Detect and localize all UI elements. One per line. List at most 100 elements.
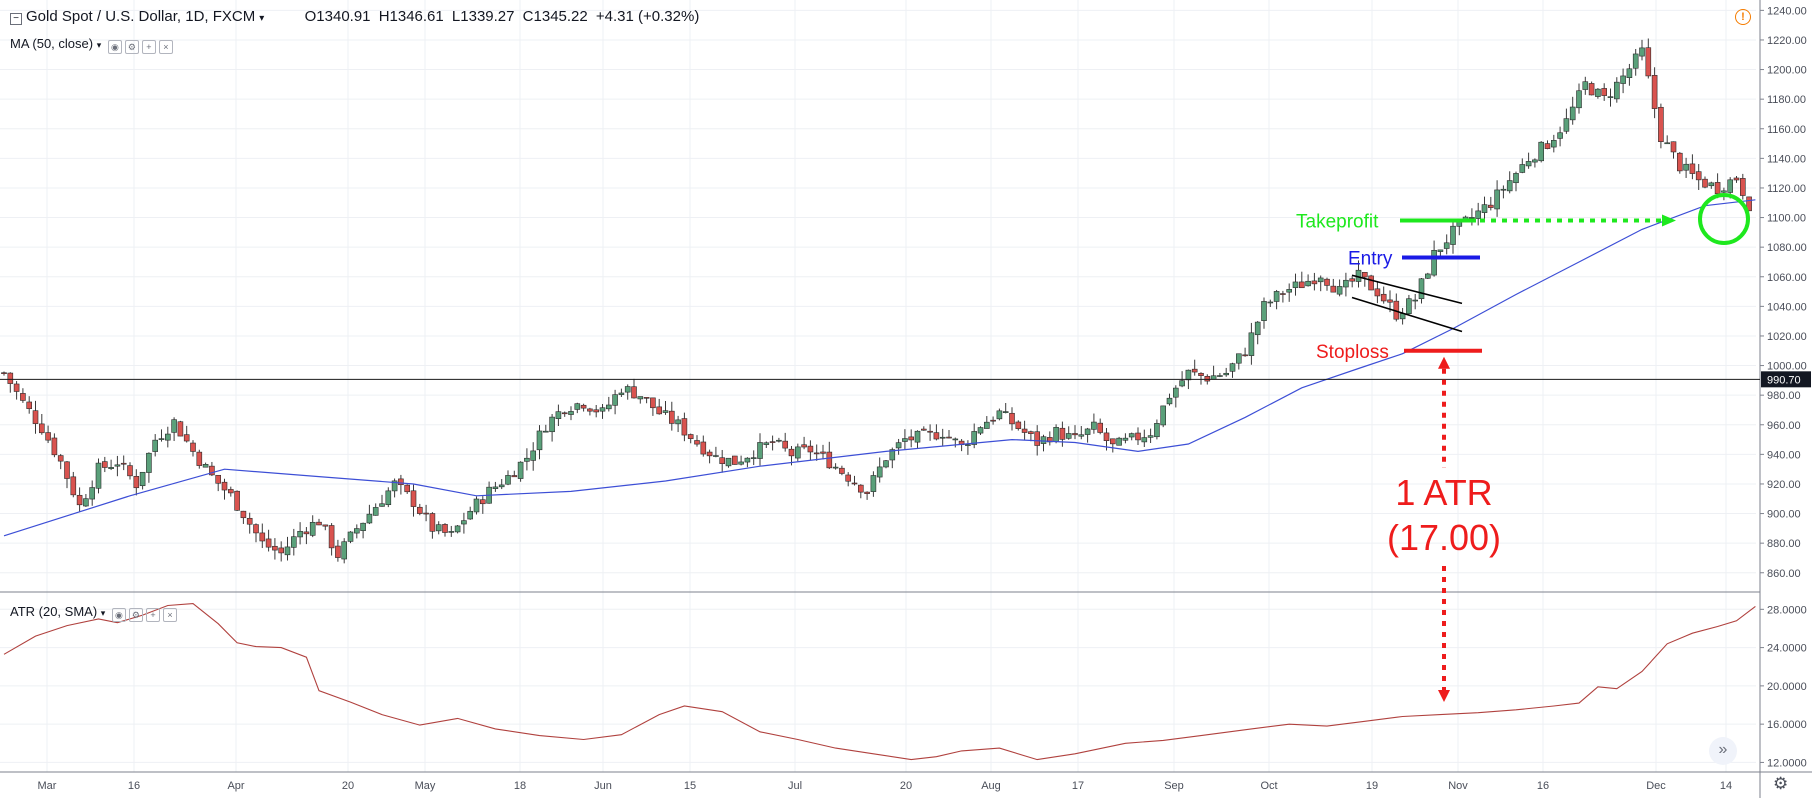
atr-indicator-title[interactable]: ATR (20, SMA) ▾ ◉ ⚙ + × xyxy=(10,604,177,622)
time-tick-label: Dec xyxy=(1646,780,1666,792)
channel-lower-line[interactable] xyxy=(1351,296,1463,333)
candle-body xyxy=(20,393,26,401)
scroll-to-realtime-icon[interactable]: » xyxy=(1709,737,1737,765)
time-tick-label: 19 xyxy=(1366,780,1378,792)
warning-icon[interactable]: ! xyxy=(1735,9,1751,25)
candle-body xyxy=(637,396,644,400)
candle-body xyxy=(788,448,795,457)
candle-body xyxy=(57,455,64,462)
candle-body xyxy=(372,507,379,516)
candle-body xyxy=(549,416,555,433)
candle-body xyxy=(1210,375,1217,380)
candle-body xyxy=(1500,188,1507,191)
settings-icon[interactable]: ⚙ xyxy=(128,608,143,622)
candle-body xyxy=(1,372,7,374)
candle-body xyxy=(1110,438,1116,445)
candle-body xyxy=(1299,281,1305,289)
price-tick-label: 1080.00 xyxy=(1767,242,1807,254)
candle-body xyxy=(38,423,45,434)
candle-body xyxy=(448,531,455,533)
candle-body xyxy=(1664,142,1670,145)
ma-indicator-title[interactable]: MA (50, close) ▾ ◉ ⚙ + × xyxy=(10,36,173,54)
candle-body xyxy=(64,461,70,479)
candle-body xyxy=(1670,141,1677,153)
chevron-down-icon[interactable]: ▾ xyxy=(96,40,102,50)
candle-body xyxy=(1626,68,1633,78)
candle-body xyxy=(473,498,480,513)
open-value: O1340.91 xyxy=(304,8,371,25)
candle-body xyxy=(1488,204,1494,208)
candle-body xyxy=(524,457,530,462)
atr-tick-label: 28.0000 xyxy=(1767,604,1807,616)
candle-body xyxy=(114,464,121,467)
candle-body xyxy=(1582,81,1589,90)
candle-body xyxy=(927,430,933,433)
candle-body xyxy=(1607,96,1614,98)
candle-body xyxy=(599,407,606,412)
candle-body xyxy=(1437,249,1444,252)
arrow-down-icon xyxy=(1438,690,1450,702)
candle-body xyxy=(1343,279,1349,288)
ma-label[interactable]: MA (50, close) xyxy=(10,36,94,51)
candle-body xyxy=(1683,163,1689,171)
atr-label[interactable]: ATR (20, SMA) xyxy=(10,604,98,619)
candle-body xyxy=(908,436,915,441)
close-icon[interactable]: × xyxy=(162,608,177,622)
candle-body xyxy=(542,430,549,433)
candle-body xyxy=(209,465,215,476)
candle-body xyxy=(813,452,820,455)
candle-body xyxy=(1135,432,1141,441)
eye-icon[interactable]: ◉ xyxy=(107,40,122,54)
candle-body xyxy=(158,438,165,440)
candle-body xyxy=(335,545,341,558)
candle-body xyxy=(1576,90,1582,109)
candle-body xyxy=(769,441,776,443)
candle-body xyxy=(1475,210,1481,219)
settings-icon[interactable]: ⚙ xyxy=(124,40,139,54)
candle-body xyxy=(587,408,593,412)
candle-body xyxy=(1614,81,1620,100)
chart-header: − Gold Spot / U.S. Dollar, 1D, FXCM ▾ O134… xyxy=(10,8,703,25)
candle-body xyxy=(731,455,738,465)
candle-body xyxy=(561,412,568,415)
candle-body xyxy=(656,406,663,415)
candle-body xyxy=(461,520,467,525)
candle-body xyxy=(971,431,978,445)
candle-body xyxy=(990,419,996,422)
candle-body xyxy=(700,441,707,455)
candle-body xyxy=(83,498,89,507)
change-value: +4.31 (+0.32%) xyxy=(595,8,700,25)
collapse-icon[interactable]: − xyxy=(10,13,22,25)
candle-body xyxy=(1733,177,1740,181)
candle-body xyxy=(946,436,952,439)
candle-body xyxy=(379,503,385,507)
candle-body xyxy=(1078,434,1085,437)
candle-body xyxy=(1481,204,1488,213)
add-icon[interactable]: + xyxy=(141,40,156,54)
add-icon[interactable]: + xyxy=(145,608,160,622)
candle-body xyxy=(259,532,266,542)
candle-body xyxy=(914,430,921,443)
high-value: H1346.61 xyxy=(378,8,444,25)
candle-body xyxy=(1551,140,1557,148)
time-tick-label: 20 xyxy=(900,780,912,792)
candle-body xyxy=(272,545,278,551)
candle-body xyxy=(139,471,146,487)
chevron-down-icon[interactable]: ▾ xyxy=(259,13,265,24)
candle-body xyxy=(1727,179,1733,193)
gear-icon[interactable]: ⚙ xyxy=(1773,774,1789,793)
candle-body xyxy=(511,475,518,478)
chevron-down-icon[interactable]: ▾ xyxy=(100,608,106,618)
candle-body xyxy=(681,418,688,436)
candle-body xyxy=(1028,431,1034,434)
symbol-title[interactable]: Gold Spot / U.S. Dollar, 1D, FXCM xyxy=(26,8,256,25)
channel-upper-line[interactable] xyxy=(1351,274,1463,305)
close-icon[interactable]: × xyxy=(158,40,173,54)
eye-icon[interactable]: ◉ xyxy=(111,608,126,622)
candle-body xyxy=(1065,433,1072,439)
candle-body xyxy=(1387,299,1393,303)
target-circle[interactable] xyxy=(1698,193,1750,246)
candle-body xyxy=(1532,159,1538,163)
candle-body xyxy=(1658,106,1664,143)
